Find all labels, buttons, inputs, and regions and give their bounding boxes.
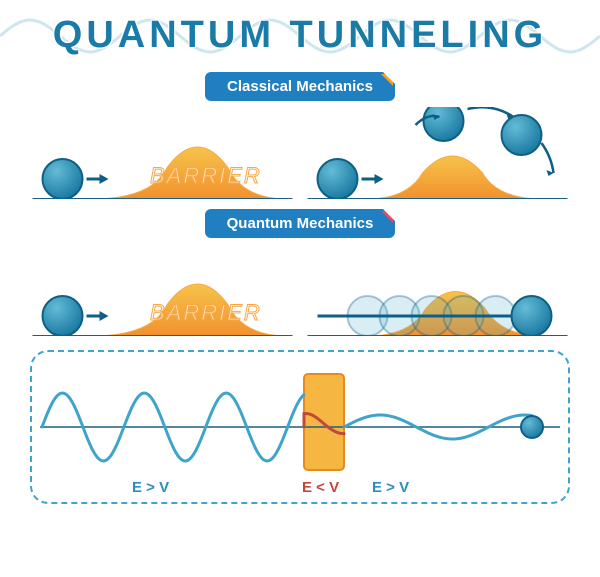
classical-left-panel: BARRIER bbox=[30, 107, 295, 199]
classical-label-text: Classical Mechanics bbox=[227, 78, 373, 95]
ev-label-right: E > V bbox=[372, 479, 409, 496]
title-area: QUANTUM TUNNELING bbox=[0, 0, 600, 72]
barrier-label: BARRIER bbox=[150, 300, 262, 326]
quantum-label: Quantum Mechanics bbox=[205, 209, 396, 238]
wavefunction-box: E > V E < V E > V bbox=[30, 350, 570, 504]
quantum-right-panel bbox=[305, 244, 570, 336]
quantum-label-text: Quantum Mechanics bbox=[227, 215, 374, 232]
quantum-left-panel: BARRIER bbox=[30, 244, 295, 336]
quantum-fold-icon bbox=[383, 209, 395, 221]
barrier-label: BARRIER bbox=[150, 163, 262, 189]
quantum-label-wrap: Quantum Mechanics bbox=[0, 209, 600, 238]
ev-label-left: E > V bbox=[132, 479, 169, 496]
classical-label: Classical Mechanics bbox=[205, 72, 395, 101]
classical-right-panel bbox=[305, 107, 570, 199]
main-title: QUANTUM TUNNELING bbox=[0, 0, 600, 57]
ev-label-mid: E < V bbox=[302, 479, 339, 496]
classical-fold-icon bbox=[383, 72, 395, 84]
classical-label-wrap: Classical Mechanics bbox=[0, 72, 600, 101]
quantum-panels: BARRIER bbox=[0, 238, 600, 336]
classical-panels: BARRIER bbox=[0, 101, 600, 199]
